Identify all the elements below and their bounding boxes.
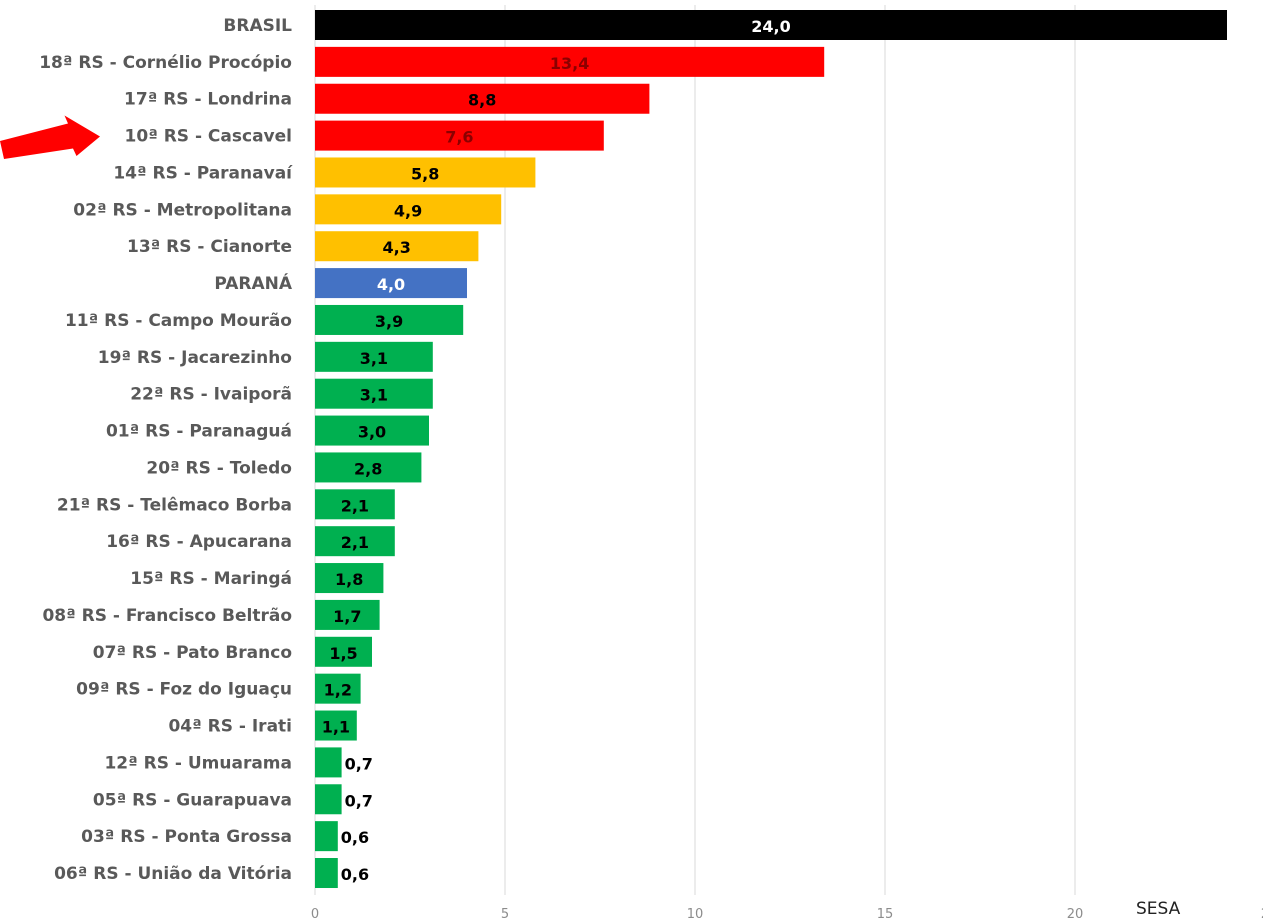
bar [315,821,338,852]
x-axis-ticks: 0 5 10 15 20 2 [311,907,1263,920]
value-label: 1,7 [333,607,361,626]
bar [315,157,536,188]
category-label: 19ª RS - Jacarezinho [98,348,292,368]
value-label: 2,1 [341,496,369,515]
value-labels: 24,0 13,4 8,8 7,6 5,8 4,9 4,3 4,0 3,9 3,1 3,1 3,0 2,… [322,17,791,884]
bar [315,46,825,77]
bar [315,858,338,889]
x-tick-label: 0 [311,907,319,920]
bar [315,304,464,335]
value-label: 1,8 [335,570,363,589]
value-label: 24,0 [751,17,790,36]
value-label: 1,5 [329,644,357,663]
value-label: 1,1 [322,718,350,737]
value-label: 1,2 [324,681,352,700]
gridlines [314,5,1076,895]
category-label: BRASIL [223,16,292,36]
category-label: 14ª RS - Paranavaí [113,163,293,183]
category-label: 09ª RS - Foz do Iguaçu [76,680,292,700]
category-label: 04ª RS - Irati [168,717,292,737]
value-label: 0,6 [341,828,369,847]
bar [315,120,604,151]
value-label: 3,9 [375,312,403,331]
category-label: 18ª RS - Cornélio Procópio [39,53,292,73]
bar [315,378,433,409]
bar [315,268,467,299]
value-label: 13,4 [550,54,589,73]
value-label: 2,1 [341,533,369,552]
bar [315,10,1227,40]
category-label: 02ª RS - Metropolitana [73,200,292,220]
category-label: 15ª RS - Maringá [130,569,292,589]
category-label: 08ª RS - Francisco Beltrão [42,606,292,626]
category-labels: BRASIL 18ª RS - Cornélio Procópio 17ª RS -… [39,16,293,884]
bar [315,563,384,594]
value-label: 4,9 [394,201,422,220]
category-label: 13ª RS - Cianorte [127,237,292,257]
category-label: 12ª RS - Umuarama [104,753,292,773]
value-label: 4,3 [383,238,411,257]
category-label: 05ª RS - Guarapuava [93,790,292,810]
category-label: 20ª RS - Toledo [146,458,292,478]
category-label: PARANÁ [214,272,293,294]
category-label: 01ª RS - Paranaguá [106,422,292,442]
value-label: 3,0 [358,423,386,442]
value-label: 4,0 [377,275,405,294]
category-label: 03ª RS - Ponta Grossa [81,827,292,847]
bar [315,784,342,815]
category-label: 07ª RS - Pato Branco [93,643,292,663]
bar [315,747,342,778]
category-label: 21ª RS - Telêmaco Borba [57,495,292,515]
bar [315,673,361,704]
bar [315,489,395,520]
bar [315,83,650,114]
bar [315,341,433,372]
x-tick-label: 15 [877,907,894,920]
value-label: 0,7 [345,754,373,773]
category-label: 11ª RS - Campo Mourão [65,311,292,331]
x-tick-label: 20 [1067,907,1084,920]
bar [315,415,429,446]
x-tick-label: 2 [1261,907,1263,920]
value-label: 3,1 [360,349,388,368]
category-label: 06ª RS - União da Vitória [54,864,292,884]
x-tick-label: 10 [687,907,704,920]
value-label: 0,6 [341,865,369,884]
value-label: 3,1 [360,386,388,405]
bar [315,194,502,225]
value-label: 0,7 [345,791,373,810]
source-label: SESA [1136,899,1181,919]
bar [315,452,422,483]
category-label: 22ª RS - Ivaiporã [130,385,292,405]
bar [315,636,372,667]
bar [315,231,479,262]
bars [315,10,1227,889]
value-label: 5,8 [411,164,439,183]
value-label: 8,8 [468,91,496,110]
bar [315,710,357,741]
category-label: 16ª RS - Apucarana [106,532,292,552]
bar [315,599,380,630]
value-label: 7,6 [445,128,473,147]
category-label: 17ª RS - Londrina [124,90,292,110]
category-label: 10ª RS - Cascavel [125,127,292,147]
bar [315,526,395,557]
value-label: 2,8 [354,459,382,478]
x-tick-label: 5 [501,907,509,920]
highlight-arrow-icon [0,115,100,159]
